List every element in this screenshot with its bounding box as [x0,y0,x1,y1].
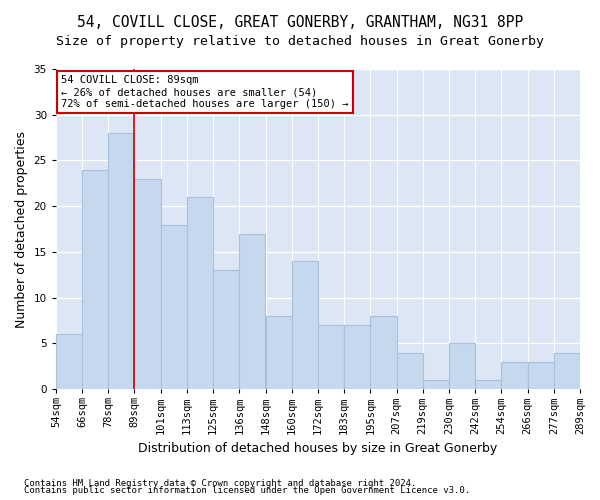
Text: 54, COVILL CLOSE, GREAT GONERBY, GRANTHAM, NG31 8PP: 54, COVILL CLOSE, GREAT GONERBY, GRANTHA… [77,15,523,30]
Y-axis label: Number of detached properties: Number of detached properties [15,130,28,328]
Text: 54 COVILL CLOSE: 89sqm
← 26% of detached houses are smaller (54)
72% of semi-det: 54 COVILL CLOSE: 89sqm ← 26% of detached… [61,76,349,108]
Bar [318,325,344,389]
Bar [344,325,370,389]
Text: Size of property relative to detached houses in Great Gonerby: Size of property relative to detached ho… [56,35,544,48]
Bar [56,334,82,389]
Bar [82,170,108,389]
X-axis label: Distribution of detached houses by size in Great Gonerby: Distribution of detached houses by size … [138,442,497,455]
Bar [161,224,187,389]
Bar [475,380,502,389]
Bar [134,179,161,389]
Bar [527,362,554,389]
Text: Contains public sector information licensed under the Open Government Licence v3: Contains public sector information licen… [24,486,470,495]
Bar [554,352,580,389]
Bar [502,362,527,389]
Bar [449,344,475,389]
Bar [213,270,239,389]
Bar [397,352,423,389]
Bar [108,133,134,389]
Bar [239,234,265,389]
Bar [292,261,318,389]
Bar [423,380,449,389]
Bar [370,316,397,389]
Bar [265,316,292,389]
Text: Contains HM Land Registry data © Crown copyright and database right 2024.: Contains HM Land Registry data © Crown c… [24,478,416,488]
Bar [187,197,213,389]
